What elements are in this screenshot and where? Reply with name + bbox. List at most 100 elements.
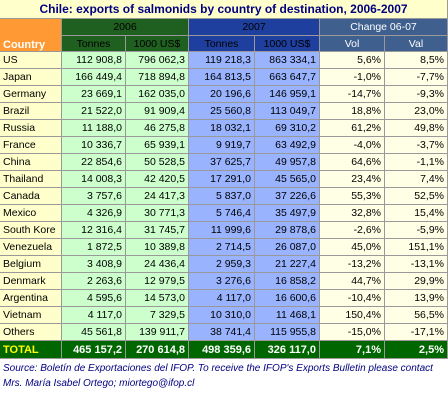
value-cell: -5,9%	[385, 222, 448, 239]
country-cell: Brazil	[0, 103, 62, 120]
value-cell: -9,3%	[385, 86, 448, 103]
value-cell: 45,0%	[320, 239, 385, 256]
value-cell: 45 565,0	[255, 171, 320, 188]
value-cell: 663 647,7	[255, 69, 320, 86]
value-cell: 56,5%	[385, 307, 448, 324]
value-cell: 32,8%	[320, 205, 385, 222]
total-cell: 2,5%	[385, 341, 448, 359]
value-cell: 5,6%	[320, 52, 385, 69]
title: Chile: exports of salmonids by country o…	[0, 0, 448, 19]
value-cell: 13,9%	[385, 290, 448, 307]
total-label: TOTAL	[0, 341, 62, 359]
country-cell: Others	[0, 324, 62, 341]
value-cell: -7,7%	[385, 69, 448, 86]
value-cell: 49,8%	[385, 120, 448, 137]
value-cell: 15,4%	[385, 205, 448, 222]
total-cell: 270 614,8	[126, 341, 189, 359]
country-cell: Venezuela	[0, 239, 62, 256]
value-cell: -17,1%	[385, 324, 448, 341]
value-cell: 55,3%	[320, 188, 385, 205]
sub-header: Tonnes	[62, 36, 126, 52]
value-cell: 21 227,4	[255, 256, 320, 273]
value-cell: -2,6%	[320, 222, 385, 239]
country-cell: Russia	[0, 120, 62, 137]
value-cell: 49 957,8	[255, 154, 320, 171]
value-cell: 21 522,0	[62, 103, 126, 120]
sub-header: 1000 US$	[126, 36, 189, 52]
group-header: 2007	[189, 19, 320, 36]
country-cell: Belgium	[0, 256, 62, 273]
country-cell: Vietnam	[0, 307, 62, 324]
value-cell: 11 188,0	[62, 120, 126, 137]
source-note: Source: Boletín de Exportaciones del IFO…	[3, 363, 433, 389]
value-cell: 20 196,6	[189, 86, 255, 103]
value-cell: 162 035,0	[126, 86, 189, 103]
country-cell: Mexico	[0, 205, 62, 222]
country-cell: France	[0, 137, 62, 154]
value-cell: 2 959,3	[189, 256, 255, 273]
table: Chile: exports of salmonids by country o…	[0, 0, 448, 359]
total-cell: 465 157,2	[62, 341, 126, 359]
value-cell: 796 062,3	[126, 52, 189, 69]
value-cell: 3 408,9	[62, 256, 126, 273]
value-cell: 718 894,8	[126, 69, 189, 86]
value-cell: -3,7%	[385, 137, 448, 154]
value-cell: 31 745,7	[126, 222, 189, 239]
sub-header: Vol	[320, 36, 385, 52]
value-cell: 26 087,0	[255, 239, 320, 256]
value-cell: 50 528,5	[126, 154, 189, 171]
country-cell: Denmark	[0, 273, 62, 290]
group-header: Change 06-07	[320, 19, 448, 36]
total-cell: 498 359,6	[189, 341, 255, 359]
value-cell: 10 389,8	[126, 239, 189, 256]
value-cell: 37 625,7	[189, 154, 255, 171]
value-cell: 4 595,6	[62, 290, 126, 307]
value-cell: 52,5%	[385, 188, 448, 205]
country-cell: Japan	[0, 69, 62, 86]
value-cell: 63 492,9	[255, 137, 320, 154]
value-cell: 29,9%	[385, 273, 448, 290]
value-cell: 164 813,5	[189, 69, 255, 86]
value-cell: 119 218,3	[189, 52, 255, 69]
country-header: Country	[0, 19, 62, 52]
group-header: 2006	[62, 19, 189, 36]
value-cell: 69 310,2	[255, 120, 320, 137]
sub-header: 1000 US$	[255, 36, 320, 52]
value-cell: 37 226,6	[255, 188, 320, 205]
value-cell: 7,4%	[385, 171, 448, 188]
value-cell: 139 911,7	[126, 324, 189, 341]
value-cell: -14,7%	[320, 86, 385, 103]
value-cell: 3 276,6	[189, 273, 255, 290]
country-cell: Germany	[0, 86, 62, 103]
country-cell: South Kore	[0, 222, 62, 239]
value-cell: 1 872,5	[62, 239, 126, 256]
country-cell: Argentina	[0, 290, 62, 307]
value-cell: 14 008,3	[62, 171, 126, 188]
value-cell: 64,6%	[320, 154, 385, 171]
value-cell: 23 669,1	[62, 86, 126, 103]
value-cell: 9 919,7	[189, 137, 255, 154]
value-cell: -13,2%	[320, 256, 385, 273]
country-cell: Thailand	[0, 171, 62, 188]
value-cell: 3 757,6	[62, 188, 126, 205]
value-cell: 8,5%	[385, 52, 448, 69]
value-cell: 7 329,5	[126, 307, 189, 324]
value-cell: 38 741,4	[189, 324, 255, 341]
value-cell: 4 117,0	[189, 290, 255, 307]
value-cell: -10,4%	[320, 290, 385, 307]
country-cell: China	[0, 154, 62, 171]
value-cell: 14 573,0	[126, 290, 189, 307]
value-cell: 12 316,4	[62, 222, 126, 239]
value-cell: 24 417,3	[126, 188, 189, 205]
sub-header: Tonnes	[189, 36, 255, 52]
value-cell: 5 746,4	[189, 205, 255, 222]
country-cell: Canada	[0, 188, 62, 205]
value-cell: 2 714,5	[189, 239, 255, 256]
value-cell: 24 436,4	[126, 256, 189, 273]
total-cell: 7,1%	[320, 341, 385, 359]
value-cell: 113 049,7	[255, 103, 320, 120]
value-cell: 4 326,9	[62, 205, 126, 222]
value-cell: 45 561,8	[62, 324, 126, 341]
value-cell: 44,7%	[320, 273, 385, 290]
value-cell: 91 909,4	[126, 103, 189, 120]
